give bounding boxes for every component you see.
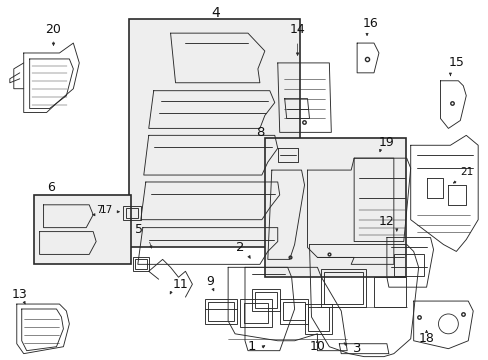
Bar <box>244 303 267 323</box>
Bar <box>254 292 276 308</box>
Text: 2: 2 <box>235 241 244 254</box>
Text: 3: 3 <box>352 342 361 355</box>
Text: 20: 20 <box>45 23 61 36</box>
Text: 13: 13 <box>12 288 27 301</box>
Text: 1: 1 <box>247 340 256 353</box>
Text: 15: 15 <box>447 57 463 69</box>
Bar <box>208 302 234 321</box>
Bar <box>205 299 237 324</box>
Text: 21: 21 <box>459 167 472 177</box>
Bar <box>307 307 328 331</box>
Text: 11: 11 <box>172 278 188 291</box>
Bar <box>240 299 271 327</box>
Bar <box>264 138 405 277</box>
Bar <box>126 208 138 218</box>
Text: 6: 6 <box>47 181 55 194</box>
Text: 19: 19 <box>378 136 394 149</box>
Text: 5: 5 <box>135 223 142 236</box>
Bar <box>251 289 279 311</box>
Text: 12: 12 <box>378 215 394 228</box>
Bar <box>122 206 141 220</box>
Bar <box>34 195 131 264</box>
Text: 8: 8 <box>255 126 264 139</box>
Text: 14: 14 <box>289 23 305 36</box>
Text: 17: 17 <box>100 205 113 215</box>
Bar <box>393 255 423 276</box>
Text: 10: 10 <box>309 340 325 353</box>
Bar <box>279 299 307 324</box>
Text: 18: 18 <box>418 332 434 345</box>
Bar <box>282 302 304 320</box>
Bar <box>304 304 332 334</box>
Bar <box>133 257 148 271</box>
Bar <box>129 19 299 247</box>
Text: 16: 16 <box>363 17 378 30</box>
Bar <box>135 260 146 269</box>
Bar <box>373 277 405 307</box>
Text: 7: 7 <box>96 205 102 215</box>
Bar <box>321 269 366 307</box>
Text: 9: 9 <box>206 275 214 288</box>
Text: 4: 4 <box>210 6 219 20</box>
Bar <box>324 272 362 304</box>
